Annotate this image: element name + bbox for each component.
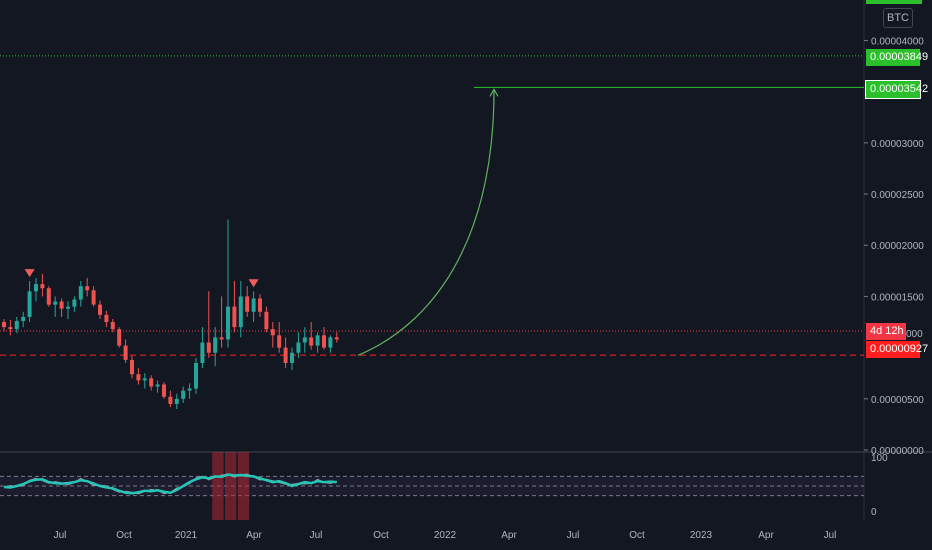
candle-up xyxy=(66,306,70,309)
projection-arrowhead xyxy=(489,88,499,97)
candle-down xyxy=(334,337,339,340)
candle-down xyxy=(98,304,102,315)
x-tick-label: 2021 xyxy=(175,530,198,541)
time-axis[interactable]: Jul Oct 2021 Apr Jul Oct 2022 Apr Jul Oct 2023 Apr J… xyxy=(54,530,837,541)
rsi-line xyxy=(3,473,337,495)
candle-down xyxy=(46,288,51,305)
candle-up xyxy=(213,337,218,353)
candle-up xyxy=(53,301,58,305)
candle-down xyxy=(309,337,314,346)
rsi-y-tick-label: 100 xyxy=(871,453,888,464)
x-tick-label: Jul xyxy=(310,530,323,541)
candle-down xyxy=(277,335,282,348)
currency-badge[interactable]: BTC xyxy=(883,8,913,28)
candle-down xyxy=(117,329,122,346)
y-tick-label: 0.00004000 xyxy=(871,36,924,47)
top-price-tag-strip xyxy=(866,0,922,4)
candle-up xyxy=(14,321,19,330)
candle-up xyxy=(328,337,333,348)
x-tick-label: Apr xyxy=(246,530,262,541)
current-price-tag: 0.00000927 xyxy=(866,341,928,358)
candle-up xyxy=(174,398,179,404)
x-tick-label: 2022 xyxy=(434,530,457,541)
candle-down xyxy=(270,329,275,336)
projection-arrow xyxy=(357,88,499,356)
rsi-highlight-zone xyxy=(212,452,224,520)
candle-up xyxy=(21,316,26,321)
rsi-highlight-zone xyxy=(237,452,250,520)
signal-markers xyxy=(24,269,259,288)
bar-countdown-tag: 4d 12h xyxy=(866,323,906,340)
price-levels xyxy=(0,55,864,356)
candle-up xyxy=(34,284,38,292)
x-tick-label: Jul xyxy=(54,530,67,541)
rsi-y-tick-label: 0 xyxy=(871,507,877,518)
candle-down xyxy=(85,286,90,291)
candle-down xyxy=(136,374,141,381)
candle-down xyxy=(219,337,224,340)
y-tick-label: 0.00003000 xyxy=(871,139,924,150)
x-tick-label: Oct xyxy=(116,530,132,541)
candle-down xyxy=(123,345,128,360)
sell-signal-icon xyxy=(24,269,35,278)
candle-down xyxy=(168,396,173,404)
candle-up xyxy=(238,296,243,328)
candle-up xyxy=(27,291,32,317)
y-tick-label: 0.00000000 xyxy=(871,446,924,457)
candle-up xyxy=(296,342,301,353)
candle-down xyxy=(264,311,269,330)
target-price-tag: 0.00003542 xyxy=(865,80,928,99)
candle-down xyxy=(59,301,64,309)
candle-down xyxy=(149,378,154,387)
candle-up xyxy=(194,362,198,389)
candle-up xyxy=(155,384,160,387)
candle-down xyxy=(110,322,115,330)
sell-signal-icon xyxy=(248,279,259,288)
candle-up xyxy=(200,342,205,363)
y-tick-label: 0.00002000 xyxy=(871,241,924,252)
upper-target-price-tag: 0.00003849 xyxy=(866,49,928,66)
candle-down xyxy=(322,335,326,348)
candle-up xyxy=(315,335,320,346)
y-tick-label: 0.00001500 xyxy=(871,292,924,303)
y-tick-label: 0.00000500 xyxy=(871,395,924,406)
rsi-pane[interactable]: 100 0 xyxy=(0,452,888,520)
projection-curve xyxy=(357,89,495,356)
candle-down xyxy=(162,384,166,397)
candle-up xyxy=(181,390,186,399)
x-tick-label: Jul xyxy=(567,530,580,541)
price-axis[interactable]: 0.00004000 0.00003000 0.00002500 0.00002000… xyxy=(864,36,924,457)
candle-down xyxy=(2,322,6,328)
grid xyxy=(0,0,932,520)
y-tick-label: 0.00002500 xyxy=(871,190,924,201)
candle-up xyxy=(226,306,230,340)
candle-down xyxy=(130,359,134,375)
candle-down xyxy=(283,347,288,363)
candle-down xyxy=(104,314,109,323)
candle-up xyxy=(290,352,294,363)
candle-down xyxy=(8,327,13,330)
x-tick-label: Jul xyxy=(824,530,837,541)
candle-up xyxy=(251,298,256,312)
candle-up xyxy=(187,388,192,391)
candlesticks[interactable] xyxy=(2,219,339,410)
x-tick-label: Apr xyxy=(758,530,774,541)
candle-down xyxy=(40,284,45,289)
candle-up xyxy=(302,337,307,343)
candle-up xyxy=(78,286,83,300)
x-tick-label: Oct xyxy=(629,530,645,541)
x-tick-label: Apr xyxy=(501,530,517,541)
candle-up xyxy=(142,378,147,381)
x-tick-label: 2023 xyxy=(690,530,713,541)
hidden-tick-fragment: 000 xyxy=(906,329,923,340)
candle-down xyxy=(245,296,250,312)
rsi-highlight-zone xyxy=(225,452,237,520)
x-tick-label: Oct xyxy=(373,530,389,541)
candle-down xyxy=(206,342,211,353)
candle-down xyxy=(258,298,262,312)
candle-up xyxy=(72,299,77,307)
candle-down xyxy=(232,306,237,328)
candle-down xyxy=(91,290,96,305)
